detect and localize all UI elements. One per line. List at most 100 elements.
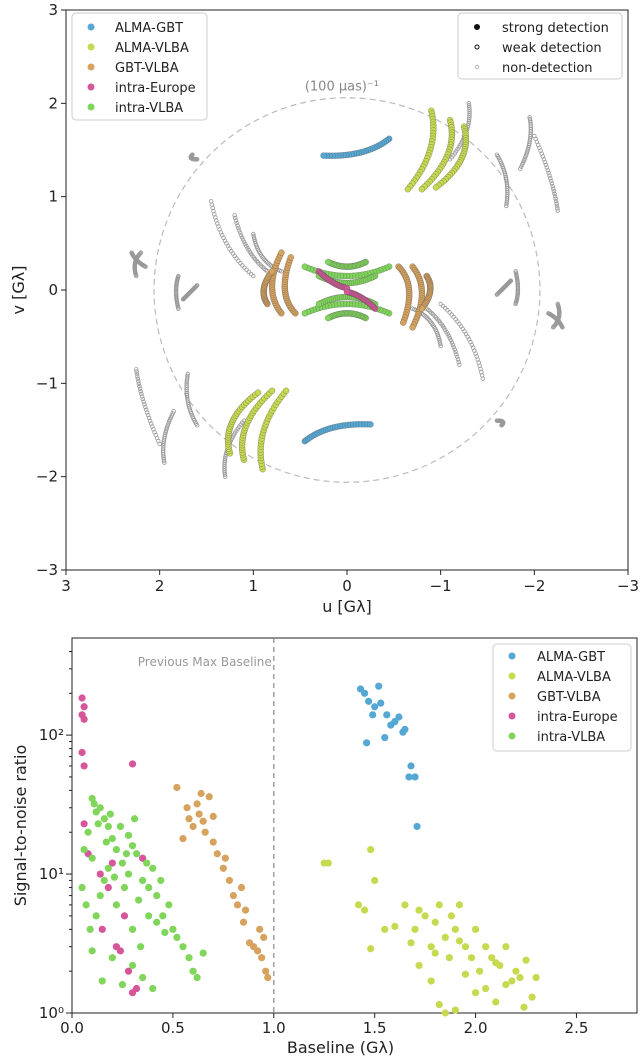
uv-point xyxy=(409,324,416,331)
data-point xyxy=(88,854,96,862)
data-point xyxy=(391,922,399,931)
uv-point xyxy=(428,319,433,324)
x-axis-label: Baseline (Gλ) xyxy=(287,1038,394,1057)
data-point xyxy=(467,954,476,962)
data-point xyxy=(369,711,377,719)
uv-point xyxy=(136,381,142,386)
uv-point xyxy=(438,301,443,307)
circle-label: (100 μas)⁻¹ xyxy=(305,79,379,94)
uv-point xyxy=(438,343,443,349)
data-point xyxy=(241,906,250,914)
data-point xyxy=(360,906,369,914)
data-point xyxy=(122,850,131,858)
uv-point xyxy=(144,410,150,415)
uv-point xyxy=(262,257,268,263)
uv-point xyxy=(457,362,462,367)
data-point xyxy=(411,925,419,933)
uv-point xyxy=(254,389,262,396)
uv-point xyxy=(523,154,528,160)
series-gbt-vlba xyxy=(173,783,272,982)
x-tick-label: 1.5 xyxy=(363,1019,387,1037)
data-point xyxy=(431,918,439,926)
uv-point xyxy=(525,147,531,152)
data-point xyxy=(516,973,524,982)
vline-label: Previous Max Baseline xyxy=(138,655,272,669)
data-point xyxy=(96,870,104,878)
uv-point xyxy=(550,183,555,189)
uv-point xyxy=(467,107,472,112)
uv-point xyxy=(137,386,143,391)
data-point xyxy=(84,828,92,836)
y-tick-label: 10⁰ xyxy=(39,1004,64,1022)
data-point xyxy=(86,925,94,933)
snr-vs-baseline-plot: Previous Max Baseline 0.0 0.5 1.0 1.5 2.0 2.5 1… xyxy=(11,637,638,1057)
uv-point xyxy=(135,374,140,379)
uv-point xyxy=(251,231,256,237)
data-point xyxy=(225,876,233,885)
data-point xyxy=(435,1000,443,1009)
uv-point xyxy=(423,314,428,319)
legend-label: ALMA-GBT xyxy=(115,21,183,36)
data-point xyxy=(441,1009,449,1017)
legend-box xyxy=(457,12,623,80)
data-point xyxy=(209,812,217,821)
uv-point xyxy=(135,376,141,382)
data-point xyxy=(132,850,141,858)
uv-point xyxy=(551,189,557,194)
uv-point xyxy=(451,344,457,350)
uv-point xyxy=(194,157,200,162)
uv-point xyxy=(449,340,455,345)
data-point xyxy=(528,993,536,1001)
data-point xyxy=(185,954,193,962)
data-point xyxy=(153,891,161,900)
data-point xyxy=(189,967,197,975)
data-point xyxy=(324,859,332,867)
data-point xyxy=(492,998,500,1006)
uv-point xyxy=(548,178,554,184)
uv-point xyxy=(138,389,143,394)
uv-point xyxy=(176,273,181,279)
uv-point xyxy=(551,324,556,329)
uv-point xyxy=(251,273,256,279)
data-point xyxy=(520,1003,528,1011)
uv-point xyxy=(426,317,432,323)
data-point xyxy=(461,943,470,951)
uv-point xyxy=(466,103,472,108)
data-point xyxy=(209,838,217,846)
y-tick-label: 3 xyxy=(48,1,58,19)
uv-point xyxy=(166,420,171,426)
data-point xyxy=(476,967,484,975)
data-point xyxy=(130,815,139,823)
uv-point xyxy=(467,111,472,116)
uv-point xyxy=(268,387,276,394)
uv-point xyxy=(400,319,407,326)
uv-point xyxy=(467,113,472,118)
data-point xyxy=(116,822,125,831)
data-point xyxy=(128,842,137,850)
data-point xyxy=(512,967,520,975)
data-point xyxy=(482,984,490,993)
x-tick-label: 0.5 xyxy=(161,1019,185,1037)
data-point xyxy=(92,912,100,920)
data-point xyxy=(371,876,379,885)
uv-point xyxy=(455,354,460,360)
data-point xyxy=(233,901,242,909)
data-point xyxy=(229,891,238,900)
uv-point xyxy=(222,466,227,471)
data-point xyxy=(139,876,147,885)
uv-point xyxy=(222,460,227,465)
uv-point xyxy=(548,176,553,181)
uv-point xyxy=(450,342,456,348)
data-point xyxy=(179,943,187,951)
uv-point xyxy=(235,223,240,228)
data-point xyxy=(149,864,157,872)
legend-label: strong detection xyxy=(502,21,609,36)
data-point xyxy=(371,703,379,711)
uv-point xyxy=(504,201,509,207)
data-point xyxy=(110,873,118,881)
data-point xyxy=(80,762,88,770)
data-point xyxy=(124,967,133,975)
uv-point xyxy=(287,254,294,261)
data-point xyxy=(427,977,435,985)
data-point xyxy=(391,718,399,726)
